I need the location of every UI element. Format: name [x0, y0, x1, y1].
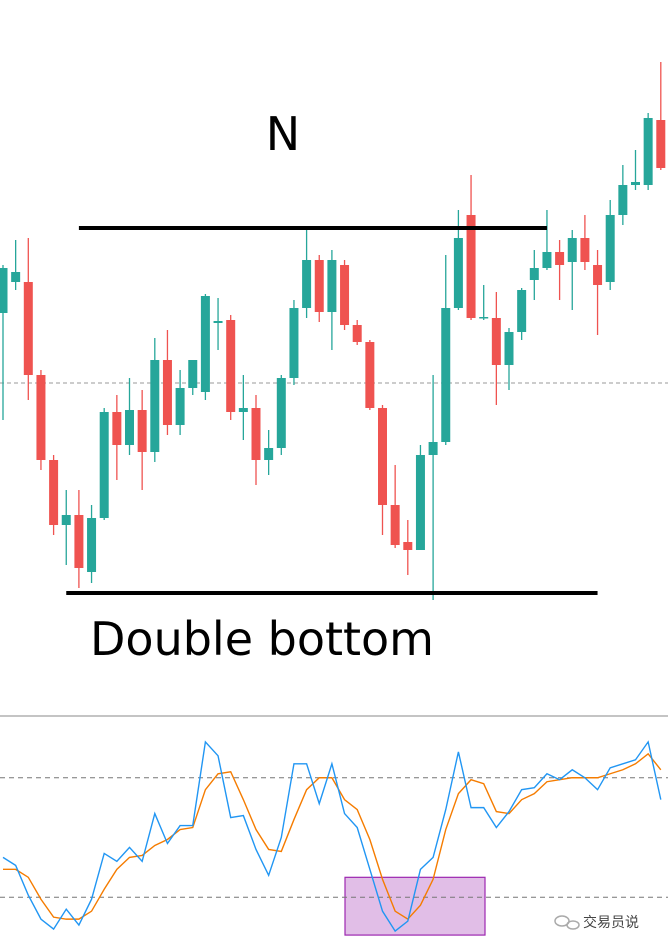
- candle-body: [567, 238, 577, 262]
- candle-body: [403, 542, 413, 550]
- candle-body: [49, 460, 59, 525]
- oscillator-line: [3, 752, 662, 921]
- candle-body: [643, 118, 653, 185]
- watermark: 交易员说: [583, 914, 639, 931]
- candle-body: [631, 182, 640, 185]
- candle-body: [0, 268, 8, 313]
- candle-body: [238, 408, 248, 412]
- candle-body: [327, 260, 337, 312]
- candle-body: [175, 388, 185, 425]
- candle-body: [213, 321, 223, 323]
- candle-body: [314, 260, 324, 312]
- candle-body: [517, 290, 527, 332]
- candle-body: [188, 360, 198, 388]
- candle-body: [441, 308, 451, 442]
- candle-body: [162, 360, 172, 425]
- candle-body: [251, 408, 261, 460]
- candle-body: [491, 318, 501, 365]
- pattern-label: N: [266, 107, 300, 161]
- candle-body: [200, 296, 210, 392]
- candle-body: [415, 455, 425, 550]
- oscillator-line: [2, 740, 662, 933]
- candle-body: [504, 332, 514, 365]
- candle-body: [555, 252, 565, 265]
- candle-body: [87, 518, 97, 572]
- candle-body: [99, 412, 109, 518]
- watermark-icon: [554, 915, 580, 930]
- candle-body: [618, 185, 628, 215]
- candle-body: [580, 238, 590, 262]
- candle-body: [340, 265, 350, 325]
- candle-body: [605, 215, 615, 282]
- candle-body: [428, 442, 438, 455]
- candle-body: [150, 360, 160, 452]
- candle-body: [11, 272, 21, 282]
- candle-body: [276, 378, 286, 448]
- candle-body: [466, 215, 476, 318]
- candle-body: [390, 505, 400, 545]
- candle-body: [302, 260, 312, 308]
- candle-body: [226, 320, 236, 412]
- candle-body: [137, 410, 147, 452]
- candle-body: [23, 282, 33, 375]
- candle-body: [36, 375, 46, 460]
- candle-body: [112, 412, 122, 445]
- highlight-box: [344, 876, 486, 936]
- candle-body: [656, 120, 666, 168]
- candle-body: [289, 308, 299, 378]
- candle-body: [365, 342, 375, 408]
- candle-body: [264, 448, 274, 460]
- candle-body: [479, 317, 489, 319]
- candle-body: [453, 238, 463, 308]
- candle-body: [61, 515, 71, 525]
- candle-body: [125, 410, 134, 445]
- candle-body: [529, 268, 539, 280]
- candle-body: [593, 265, 603, 285]
- candle-body: [542, 252, 552, 268]
- candle-body: [74, 515, 84, 568]
- pattern-label: Double bottom: [90, 612, 434, 666]
- candle-body: [352, 325, 362, 342]
- candle-body: [378, 408, 387, 505]
